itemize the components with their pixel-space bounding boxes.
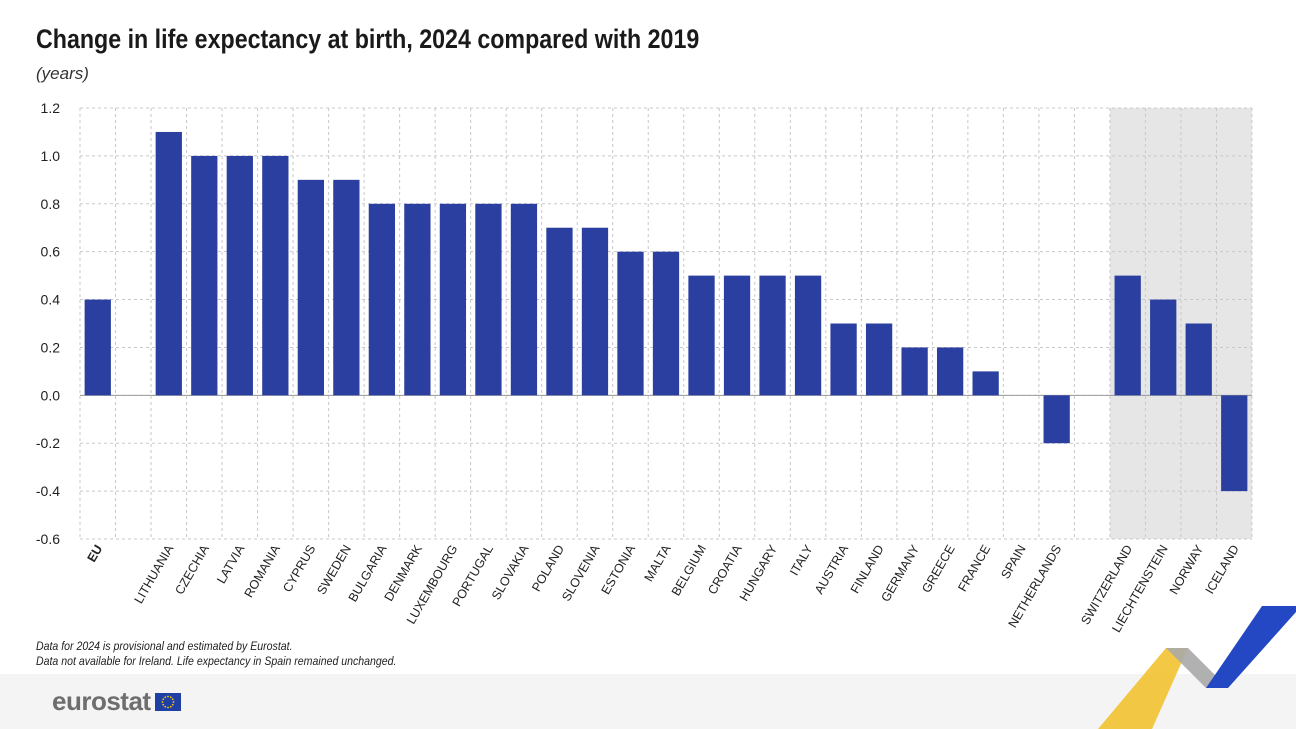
ribbon-blue [1206, 606, 1296, 688]
flag-star [161, 697, 164, 700]
bar-liechtenstein [1150, 299, 1177, 396]
y-tick-label: 0.4 [41, 292, 61, 308]
flag-star [161, 700, 163, 703]
bar-norway [1185, 323, 1212, 396]
bar-greece [936, 347, 964, 396]
bar-netherlands [1043, 395, 1070, 444]
bar-romania [262, 155, 289, 396]
bar-italy [794, 275, 822, 396]
ribbon-grey [1166, 648, 1228, 688]
footnote-availability: Data not available for Ireland. Life exp… [36, 654, 397, 668]
y-tick-label: -0.4 [36, 483, 60, 499]
flag-star [163, 705, 166, 708]
y-tick-label: 1.2 [41, 100, 61, 116]
flag-star [161, 703, 164, 706]
bar-lithuania [155, 131, 182, 396]
chart-title: Change in life expectancy at birth, 2024… [36, 24, 700, 54]
eu-flag-icon [154, 692, 181, 711]
bar-belgium [688, 275, 715, 396]
bar-slovakia [510, 203, 538, 396]
flag-star [169, 695, 172, 698]
bar-denmark [404, 203, 431, 396]
bar-france [972, 371, 999, 396]
bar-sweden [333, 179, 360, 396]
y-tick-label: 1.0 [41, 148, 61, 164]
flag-star [163, 695, 166, 698]
flag-star [166, 706, 169, 708]
bar-slovenia [581, 227, 609, 396]
footnotes: Data for 2024 is provisional and estimat… [36, 639, 396, 669]
bar-poland [546, 227, 573, 396]
unit-label: (years) [36, 64, 89, 83]
footer-band [0, 674, 1296, 729]
flag-star [166, 695, 169, 697]
y-tick-label: 0.0 [41, 387, 61, 403]
bar-finland [865, 323, 893, 396]
footnote-provisional: Data for 2024 is provisional and estimat… [36, 639, 293, 653]
bar-estonia [617, 251, 644, 396]
flag-star [169, 705, 172, 708]
bar-czechia [191, 155, 218, 396]
flag-star [172, 700, 174, 703]
bar-cyprus [297, 179, 324, 396]
flag-star [171, 697, 174, 700]
bar-luxembourg [439, 203, 467, 396]
bar-bulgaria [368, 203, 396, 396]
eurostat-logo: eurostat [52, 686, 181, 717]
ribbon-yellow [1098, 648, 1188, 729]
eurostat-wordmark: eurostat [52, 686, 151, 716]
bar-chart: -0.6-0.4-0.20.00.20.40.60.81.01.2EU LITHU… [36, 100, 1253, 635]
bar-germany [901, 347, 928, 396]
y-tick-label: 0.2 [41, 339, 61, 355]
y-tick-label: -0.6 [36, 531, 60, 547]
bar-malta [652, 251, 680, 396]
bar-portugal [475, 203, 502, 396]
bar-austria [830, 323, 857, 396]
y-tick-label: -0.2 [36, 435, 60, 451]
bar-switzerland [1114, 275, 1141, 396]
bar-hungary [759, 275, 786, 396]
y-tick-label: 0.8 [41, 196, 61, 212]
bar-croatia [723, 275, 751, 396]
bar-latvia [226, 155, 253, 396]
y-tick-label: 0.6 [41, 244, 61, 260]
bar-iceland [1221, 395, 1248, 492]
bar-eu [84, 299, 111, 396]
flag-star [171, 703, 174, 706]
